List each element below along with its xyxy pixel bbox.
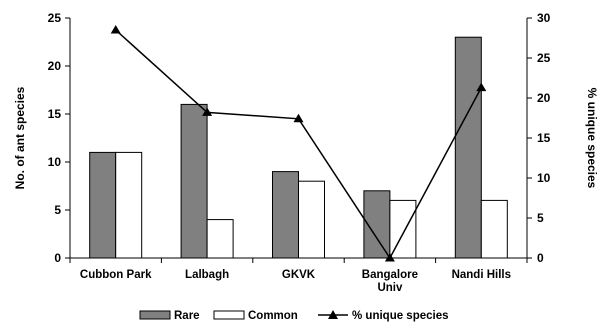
left-tick-label: 15 <box>48 107 62 121</box>
line-point-triangle <box>202 107 213 116</box>
right-tick-label: 5 <box>537 211 544 225</box>
category-label: Cubbon Park <box>80 269 152 281</box>
right-tick-label: 0 <box>537 251 544 265</box>
right-tick-label: 10 <box>537 171 551 185</box>
legend-label-unique-species: % unique species <box>352 310 449 322</box>
legend: Rare Common % unique species <box>139 310 449 322</box>
legend-swatch-rare <box>139 310 171 320</box>
line-point-triangle <box>476 82 487 92</box>
category-label: GKVK <box>282 269 316 281</box>
category-label: Lalbagh <box>185 269 229 281</box>
right-tick-label: 20 <box>537 91 551 105</box>
line-point-triangle <box>110 25 121 34</box>
legend-marker-triangle <box>328 310 338 319</box>
category-label: Bangalore Univ <box>362 269 418 294</box>
left-tick-label: 20 <box>48 59 62 73</box>
bar-rare <box>89 151 117 259</box>
bar-rare <box>272 171 299 259</box>
legend-label-common: Common <box>248 310 298 322</box>
right-tick-label: 30 <box>537 11 551 25</box>
right-tick-label: 15 <box>537 131 551 145</box>
right-tick-label: 25 <box>537 51 551 65</box>
left-tick-label: 5 <box>54 203 61 217</box>
left-axis-title: No. of ant species <box>13 86 27 189</box>
left-tick-label: 25 <box>48 11 62 25</box>
bar-common <box>206 219 234 259</box>
bar-rare <box>454 36 482 259</box>
line-point-triangle <box>293 113 304 123</box>
line-series <box>110 25 487 262</box>
right-axis-title: % unique species <box>585 88 599 189</box>
bars <box>89 36 508 259</box>
bar-common <box>115 151 143 259</box>
left-tick-label: 0 <box>54 251 61 265</box>
bar-rare <box>180 103 208 259</box>
bar-common <box>480 199 508 259</box>
legend-swatch-common <box>213 310 245 320</box>
bar-common <box>298 180 325 259</box>
line-point-triangle <box>384 253 395 262</box>
legend-label-rare: Rare <box>174 310 200 322</box>
axes: 0 5 10 15 20 25 0 5 10 15 20 25 30 Cubbon Park Lalbagh… <box>13 11 599 294</box>
category-label: Nandi Hills <box>452 269 511 281</box>
left-tick-label: 10 <box>48 155 62 169</box>
